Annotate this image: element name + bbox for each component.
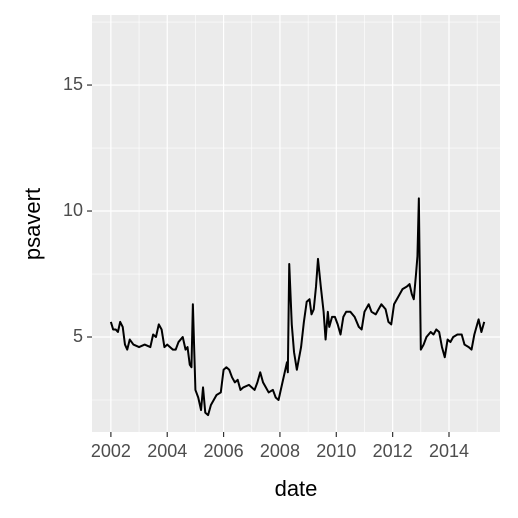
- x-tick-label: 2006: [204, 441, 244, 461]
- x-tick-label: 2002: [91, 441, 131, 461]
- y-tick-label: 15: [63, 74, 83, 94]
- x-tick-label: 2004: [147, 441, 187, 461]
- x-tick-label: 2012: [373, 441, 413, 461]
- x-tick-label: 2010: [316, 441, 356, 461]
- y-tick-label: 10: [63, 200, 83, 220]
- x-tick-label: 2014: [429, 441, 469, 461]
- x-axis-title: date: [275, 476, 318, 501]
- y-axis-title: psavert: [20, 188, 45, 260]
- y-tick-label: 5: [73, 326, 83, 346]
- x-tick-label: 2008: [260, 441, 300, 461]
- line: [109, 197, 486, 417]
